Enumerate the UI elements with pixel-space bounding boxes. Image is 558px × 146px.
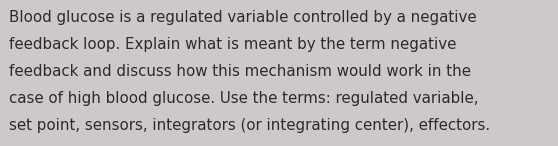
Text: case of high blood glucose. Use the terms: regulated variable,: case of high blood glucose. Use the term… (9, 91, 478, 106)
Text: Blood glucose is a regulated variable controlled by a negative: Blood glucose is a regulated variable co… (9, 10, 477, 25)
Text: feedback loop. Explain what is meant by the term negative: feedback loop. Explain what is meant by … (9, 37, 456, 52)
Text: set point, sensors, integrators (or integrating center), effectors.: set point, sensors, integrators (or inte… (9, 118, 490, 133)
Text: feedback and discuss how this mechanism would work in the: feedback and discuss how this mechanism … (9, 64, 471, 79)
